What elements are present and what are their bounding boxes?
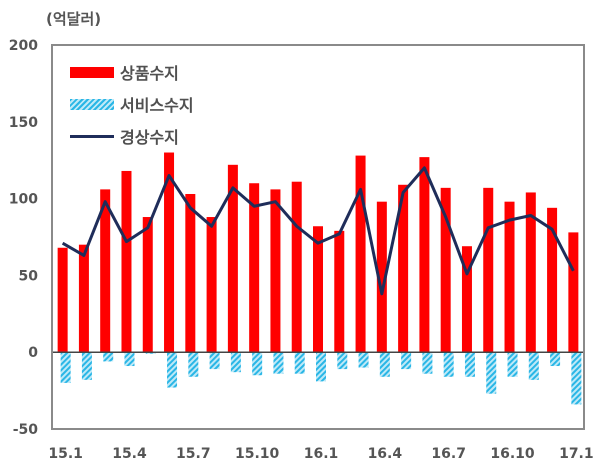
goods-bar bbox=[483, 187, 494, 353]
goods-bar bbox=[525, 192, 536, 353]
goods-bar bbox=[398, 184, 409, 353]
legend-label: 상품수지 bbox=[120, 64, 179, 83]
x-tick-label: 16.7 bbox=[431, 446, 466, 462]
services-bar bbox=[486, 352, 497, 394]
current-account-line bbox=[61, 166, 575, 296]
goods-bar bbox=[376, 201, 387, 353]
legend-label: 경상수지 bbox=[120, 128, 179, 147]
services-bar bbox=[422, 352, 433, 374]
services-bar bbox=[528, 352, 539, 380]
current-account-line-icon bbox=[70, 134, 114, 138]
y-tick-label: 0 bbox=[28, 345, 38, 361]
goods-bar bbox=[227, 164, 238, 353]
legend-item-current: 경상수지 bbox=[70, 120, 194, 152]
goods-bar bbox=[313, 226, 323, 353]
legend-item-goods: 상품수지 bbox=[70, 56, 194, 88]
goods-bar bbox=[57, 247, 68, 353]
goods-bar bbox=[440, 187, 451, 353]
x-tick-label: 15.4 bbox=[112, 446, 147, 462]
services-bar bbox=[209, 352, 220, 370]
x-tick-label: 15.10 bbox=[235, 446, 280, 462]
goods-bar bbox=[100, 189, 111, 353]
services-bar bbox=[443, 352, 454, 377]
x-tick-label: 16.4 bbox=[368, 446, 403, 462]
services-bar bbox=[167, 352, 178, 388]
goods-bar bbox=[334, 230, 345, 353]
goods-bar bbox=[419, 157, 430, 353]
goods-bar bbox=[355, 155, 366, 353]
services-bar bbox=[358, 352, 369, 368]
goods-bar bbox=[206, 217, 217, 353]
services-swatch-icon bbox=[70, 98, 114, 110]
services-bar bbox=[60, 352, 71, 383]
goods-swatch-icon bbox=[70, 66, 114, 78]
x-tick-label: 16.1 bbox=[304, 446, 339, 462]
services-bar bbox=[273, 352, 284, 374]
goods-bar bbox=[249, 183, 260, 353]
legend-item-services: 서비스수지 bbox=[70, 88, 194, 120]
goods-bar bbox=[78, 244, 89, 353]
x-tick-label: 16.10 bbox=[490, 446, 535, 462]
goods-bar bbox=[164, 152, 175, 353]
services-bar bbox=[379, 352, 390, 377]
goods-bar bbox=[270, 189, 281, 353]
services-bar bbox=[145, 352, 156, 354]
services-bar bbox=[230, 352, 241, 373]
goods-bar bbox=[142, 217, 153, 353]
legend: 상품수지 서비스수지 경상수지 bbox=[70, 56, 194, 152]
services-bar bbox=[401, 352, 412, 370]
goods-bar bbox=[185, 193, 196, 353]
y-tick-label: -50 bbox=[13, 422, 39, 438]
services-bar bbox=[124, 352, 135, 367]
services-bar bbox=[294, 352, 305, 374]
services-bar bbox=[550, 352, 561, 367]
y-tick-label: 50 bbox=[19, 268, 39, 284]
services-bar bbox=[316, 352, 326, 382]
services-bar bbox=[464, 352, 475, 377]
legend-label: 서비스수지 bbox=[120, 96, 194, 115]
services-bar bbox=[188, 352, 199, 377]
goods-bar bbox=[121, 170, 132, 353]
plot-frame bbox=[51, 44, 585, 430]
x-tick-label: 15.7 bbox=[176, 446, 211, 462]
x-tick-label: 15.1 bbox=[48, 446, 83, 462]
y-tick-label: 150 bbox=[9, 115, 38, 131]
goods-bar bbox=[547, 207, 558, 353]
goods-bar bbox=[461, 246, 472, 353]
services-bar bbox=[103, 352, 114, 362]
goods-bar bbox=[291, 181, 302, 353]
services-bar bbox=[507, 352, 518, 377]
y-tick-label: 200 bbox=[9, 38, 38, 54]
y-tick-label: 100 bbox=[9, 192, 38, 208]
services-bar bbox=[337, 352, 348, 370]
goods-bar bbox=[504, 201, 515, 353]
x-tick-label: 17.1 bbox=[559, 446, 594, 462]
services-bar bbox=[571, 352, 582, 405]
services-bar bbox=[252, 352, 263, 376]
services-bar bbox=[81, 352, 92, 380]
goods-bar bbox=[568, 232, 579, 353]
unit-label: (억달러) bbox=[46, 10, 102, 28]
